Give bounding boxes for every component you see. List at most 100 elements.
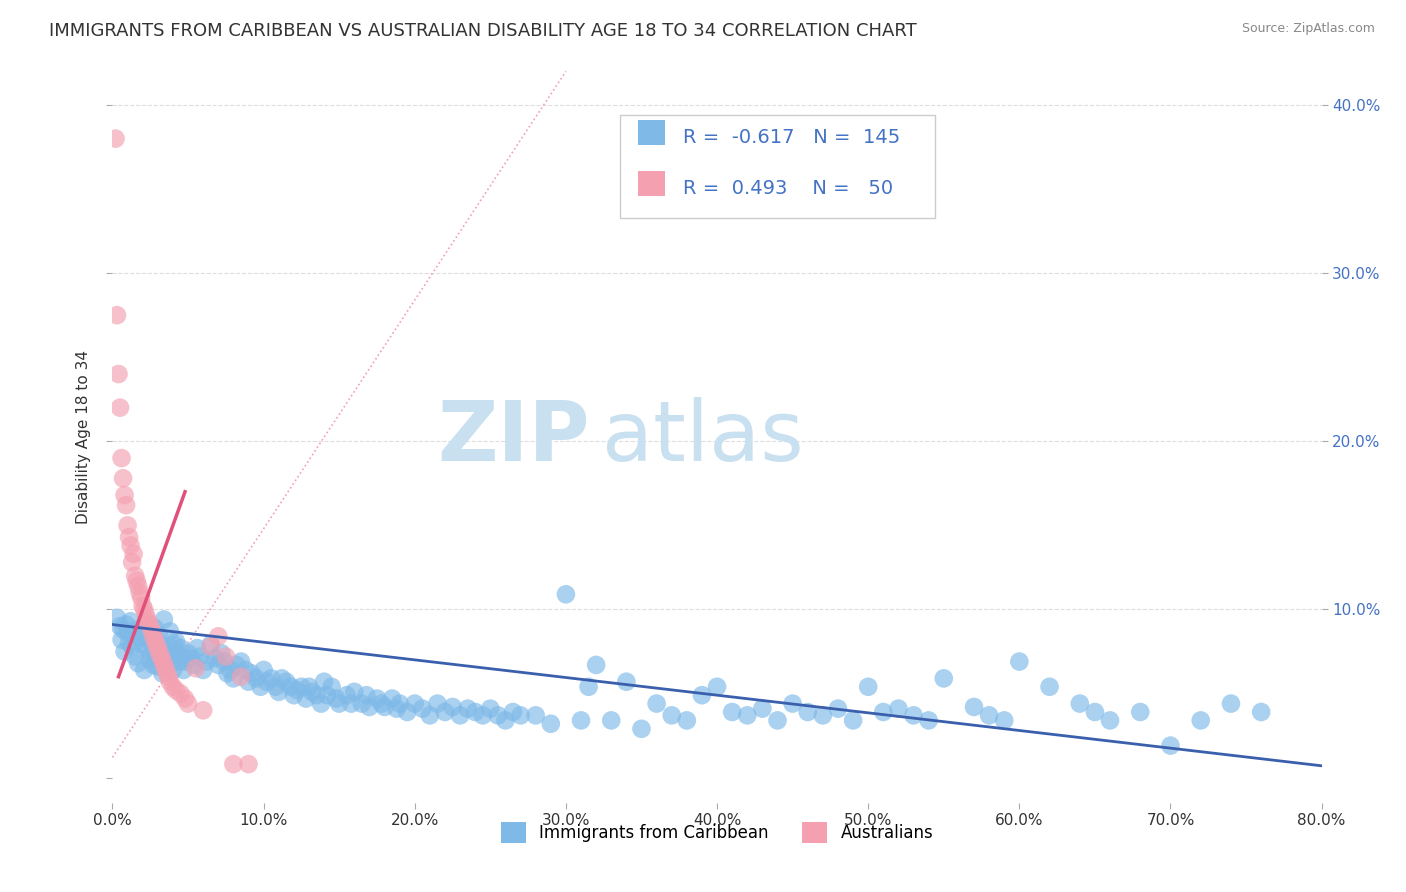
Point <box>125 574 148 588</box>
Point <box>1084 705 1107 719</box>
Point <box>433 705 456 719</box>
Text: ZIP: ZIP <box>437 397 591 477</box>
Point <box>112 471 135 485</box>
Point <box>842 714 865 728</box>
Point <box>134 602 156 616</box>
Point <box>146 659 169 673</box>
Point <box>136 613 159 627</box>
Point <box>222 672 245 686</box>
Text: R =  0.493    N =   50: R = 0.493 N = 50 <box>683 179 893 198</box>
Point <box>157 670 180 684</box>
Point <box>276 674 298 689</box>
Point <box>977 708 1000 723</box>
Point <box>118 636 141 650</box>
Point <box>120 539 142 553</box>
Point <box>150 653 173 667</box>
Point <box>136 641 159 656</box>
Point <box>174 655 197 669</box>
Point <box>796 705 818 719</box>
Point <box>238 674 260 689</box>
Point <box>464 705 486 719</box>
Point <box>139 653 162 667</box>
Point <box>309 697 332 711</box>
Point <box>160 641 183 656</box>
Point <box>359 700 381 714</box>
Text: IMMIGRANTS FROM CARIBBEAN VS AUSTRALIAN DISABILITY AGE 18 TO 34 CORRELATION CHAR: IMMIGRANTS FROM CARIBBEAN VS AUSTRALIAN … <box>49 22 917 40</box>
Point <box>267 685 290 699</box>
Point <box>721 705 744 719</box>
Point <box>122 547 145 561</box>
Point <box>169 641 191 656</box>
Point <box>165 634 187 648</box>
Point <box>128 631 150 645</box>
Point <box>173 663 195 677</box>
Point <box>449 708 471 723</box>
FancyBboxPatch shape <box>620 115 935 218</box>
Point <box>129 624 152 639</box>
Point <box>186 641 208 656</box>
Point <box>675 714 697 728</box>
Point <box>141 624 163 639</box>
Point <box>229 655 252 669</box>
Point <box>366 691 388 706</box>
Point <box>370 697 392 711</box>
Point <box>132 599 155 613</box>
Point <box>381 691 404 706</box>
Point <box>128 585 150 599</box>
Point <box>1250 705 1272 719</box>
Point <box>316 688 339 702</box>
Point <box>1038 680 1062 694</box>
Point <box>121 555 143 569</box>
Point <box>222 757 245 772</box>
Point <box>225 657 247 672</box>
Point <box>495 714 517 728</box>
Point <box>238 757 260 772</box>
Point <box>502 705 524 719</box>
Point <box>132 638 155 652</box>
Point <box>170 649 193 664</box>
Point <box>706 680 728 694</box>
Point <box>1220 697 1243 711</box>
Point <box>256 674 278 689</box>
Point <box>350 697 373 711</box>
Point <box>600 714 623 728</box>
Point <box>782 697 804 711</box>
Point <box>219 663 242 677</box>
Point <box>554 587 576 601</box>
Point <box>253 663 276 677</box>
Point <box>260 672 283 686</box>
Point <box>177 697 200 711</box>
Point <box>872 705 894 719</box>
Point <box>110 632 132 647</box>
Point <box>150 666 173 681</box>
Point <box>135 607 157 622</box>
Point <box>142 629 165 643</box>
Point <box>301 685 323 699</box>
Point <box>145 638 167 652</box>
Point <box>385 701 408 715</box>
Point <box>690 688 713 702</box>
Point <box>404 697 426 711</box>
Bar <box>638 171 665 196</box>
Point <box>737 708 759 723</box>
Point <box>135 615 157 630</box>
Point <box>283 688 305 702</box>
Point <box>396 705 419 719</box>
Point <box>540 716 562 731</box>
Point <box>162 663 184 677</box>
Point <box>903 708 925 723</box>
Point <box>141 646 163 660</box>
Point <box>124 569 146 583</box>
Point <box>148 629 170 643</box>
Point <box>827 701 849 715</box>
Point <box>1129 705 1152 719</box>
Point <box>209 646 232 660</box>
Point <box>156 666 179 681</box>
Point <box>215 649 238 664</box>
Point <box>142 657 165 672</box>
Point <box>441 700 464 714</box>
Point <box>1098 714 1121 728</box>
Point <box>240 666 263 681</box>
Point <box>305 688 328 702</box>
Point <box>191 663 214 677</box>
